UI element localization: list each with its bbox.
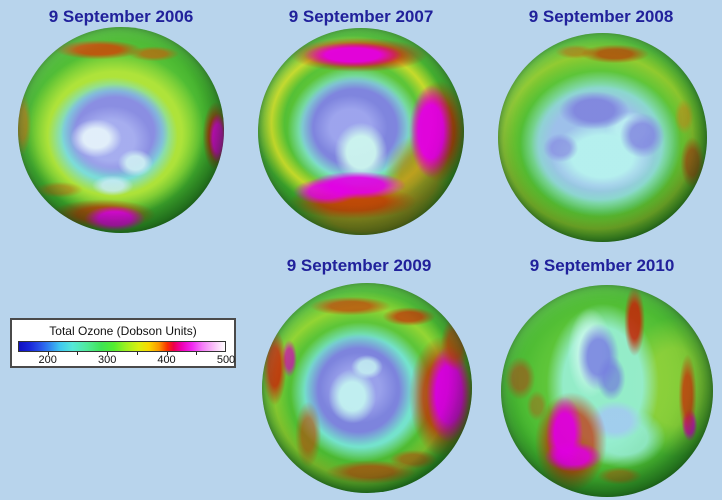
panel-title-2008: 9 September 2008: [528, 7, 674, 26]
colorbar-label-400: 400: [157, 354, 176, 366]
colorbar-tick-450: [196, 352, 198, 355]
panel-title-2010: 9 September 2010: [529, 256, 675, 275]
colorbar-tick-350: [136, 352, 138, 355]
colorbar-tick-200: [47, 352, 49, 355]
legend-title: Total Ozone (Dobson Units): [49, 324, 197, 338]
ozone-map-2010: [501, 285, 713, 497]
colorbar-scale: 200 300 400 500: [18, 320, 235, 370]
ozone-map-2009: [262, 283, 472, 493]
colorbar-label-200: 200: [38, 354, 57, 366]
colorbar-label-500: 500: [216, 354, 236, 366]
colorbar-tick-400: [166, 352, 168, 355]
ozone-map-2008: [498, 33, 707, 242]
colorbar-gradient: [18, 341, 226, 352]
legend-box: Total Ozone (Dobson Units) 200 300 400 5…: [10, 318, 236, 368]
panel-title-2006: 9 September 2006: [48, 7, 194, 26]
panel-title-2009: 9 September 2009: [286, 256, 432, 275]
panel-title-2007: 9 September 2007: [288, 7, 434, 26]
colorbar-label-300: 300: [98, 354, 117, 366]
ozone-map-2006: [18, 27, 224, 233]
colorbar-tick-300: [107, 352, 109, 355]
colorbar-tick-250: [77, 352, 79, 355]
ozone-map-2007: [258, 28, 464, 235]
